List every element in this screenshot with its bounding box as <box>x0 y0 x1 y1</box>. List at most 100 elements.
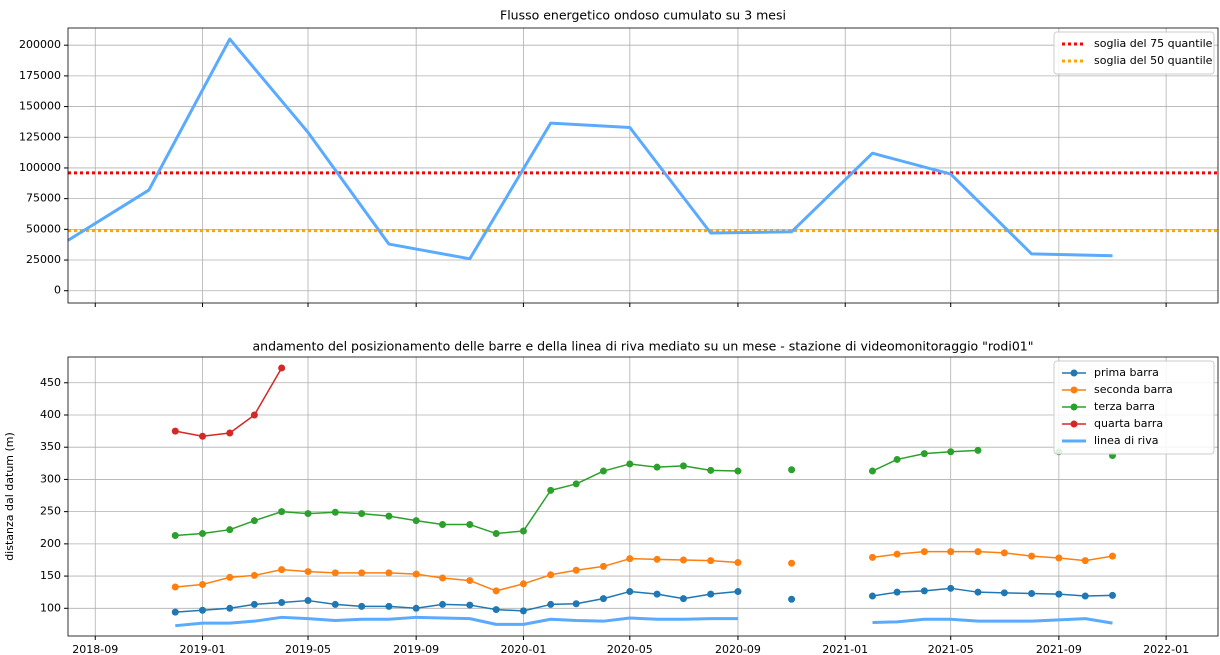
data-point <box>572 600 580 608</box>
legend-marker <box>1070 386 1078 394</box>
data-point <box>734 588 742 596</box>
data-point <box>920 548 928 556</box>
data-point <box>278 598 286 606</box>
data-line <box>67 37 1113 261</box>
data-point <box>171 531 179 539</box>
legend-label: linea di riva <box>1094 434 1158 447</box>
y-tick-label: 25000 <box>26 253 61 266</box>
data-point <box>599 595 607 603</box>
legend-label: quarta barra <box>1094 417 1163 430</box>
legend-label: seconda barra <box>1094 383 1173 396</box>
data-point <box>974 588 982 596</box>
data-point <box>547 600 555 608</box>
x-tick-label: 2019-09 <box>393 643 439 655</box>
y-tick-label: 350 <box>40 440 61 453</box>
chart-title: andamento del posizionamento delle barre… <box>253 339 1034 354</box>
data-point <box>226 526 234 534</box>
data-point <box>734 559 742 567</box>
data-point <box>304 510 312 518</box>
data-point <box>492 587 500 595</box>
legend-box <box>1053 31 1215 75</box>
legend-label: soglia del 50 quantile <box>1094 54 1213 67</box>
data-point <box>250 600 258 608</box>
y-tick-label: 0 <box>54 284 61 297</box>
x-tick-label: 2019-05 <box>285 643 331 655</box>
data-point <box>974 548 982 556</box>
data-point <box>1000 549 1008 557</box>
data-point <box>331 600 339 608</box>
data-point <box>679 556 687 564</box>
data-point <box>439 574 447 582</box>
data-point <box>707 590 715 598</box>
data-point <box>519 580 527 588</box>
x-tick-label: 2021-01 <box>822 643 868 655</box>
data-point <box>226 604 234 612</box>
data-point <box>331 508 339 516</box>
data-point <box>358 510 366 518</box>
data-point <box>788 595 796 603</box>
data-point <box>250 411 258 419</box>
data-point <box>947 548 955 556</box>
legend-label: terza barra <box>1094 400 1155 413</box>
data-point <box>171 608 179 616</box>
y-tick-label: 175000 <box>19 69 61 82</box>
data-point <box>626 588 634 596</box>
data-point <box>679 462 687 470</box>
x-tick-label: 2020-01 <box>500 643 546 655</box>
data-point <box>653 555 661 563</box>
x-tick-label: 2021-05 <box>928 643 974 655</box>
data-point <box>250 517 258 525</box>
data-point <box>492 530 500 538</box>
data-point <box>466 601 474 609</box>
data-point <box>519 607 527 615</box>
data-line <box>175 590 739 613</box>
data-point <box>226 429 234 437</box>
y-tick-label: 200 <box>40 537 61 550</box>
data-point <box>466 521 474 529</box>
data-point <box>653 590 661 598</box>
data-point <box>1108 591 1116 599</box>
data-point <box>439 600 447 608</box>
data-point <box>304 568 312 576</box>
data-point <box>199 432 207 440</box>
data-point <box>679 595 687 603</box>
y-tick-label: 300 <box>40 472 61 485</box>
data-point <box>920 587 928 595</box>
data-point <box>788 559 796 567</box>
data-point <box>572 566 580 574</box>
y-tick-label: 125000 <box>19 130 61 143</box>
data-point <box>974 446 982 454</box>
data-point <box>1000 589 1008 597</box>
y-axis-label: distanza dal datum (m) <box>3 432 16 561</box>
data-point <box>653 463 661 471</box>
data-point <box>626 460 634 468</box>
y-tick-label: 100 <box>40 601 61 614</box>
data-point <box>171 427 179 435</box>
legend-box <box>1053 360 1215 455</box>
legend-marker <box>1070 369 1078 377</box>
x-tick-label: 2021-09 <box>1036 643 1082 655</box>
data-point <box>385 569 393 577</box>
legend-marker <box>1070 420 1078 428</box>
data-point <box>547 571 555 579</box>
data-point <box>278 508 286 516</box>
legend: prima barra seconda barra terza barra quart… <box>1053 360 1215 455</box>
data-line <box>872 550 1113 562</box>
plot-frame <box>67 356 1219 637</box>
data-point <box>947 448 955 456</box>
data-line <box>175 367 283 438</box>
data-line <box>175 557 739 592</box>
data-point <box>868 553 876 561</box>
data-point <box>278 364 286 372</box>
data-point <box>171 583 179 591</box>
x-tick-label: 2020-09 <box>715 643 761 655</box>
y-tick-label: 150000 <box>19 100 61 113</box>
data-point <box>1055 554 1063 562</box>
data-point <box>893 455 901 463</box>
y-tick-label: 250 <box>40 505 61 518</box>
data-point <box>788 466 796 474</box>
data-point <box>385 602 393 610</box>
data-point <box>626 555 634 563</box>
data-point <box>1081 557 1089 565</box>
